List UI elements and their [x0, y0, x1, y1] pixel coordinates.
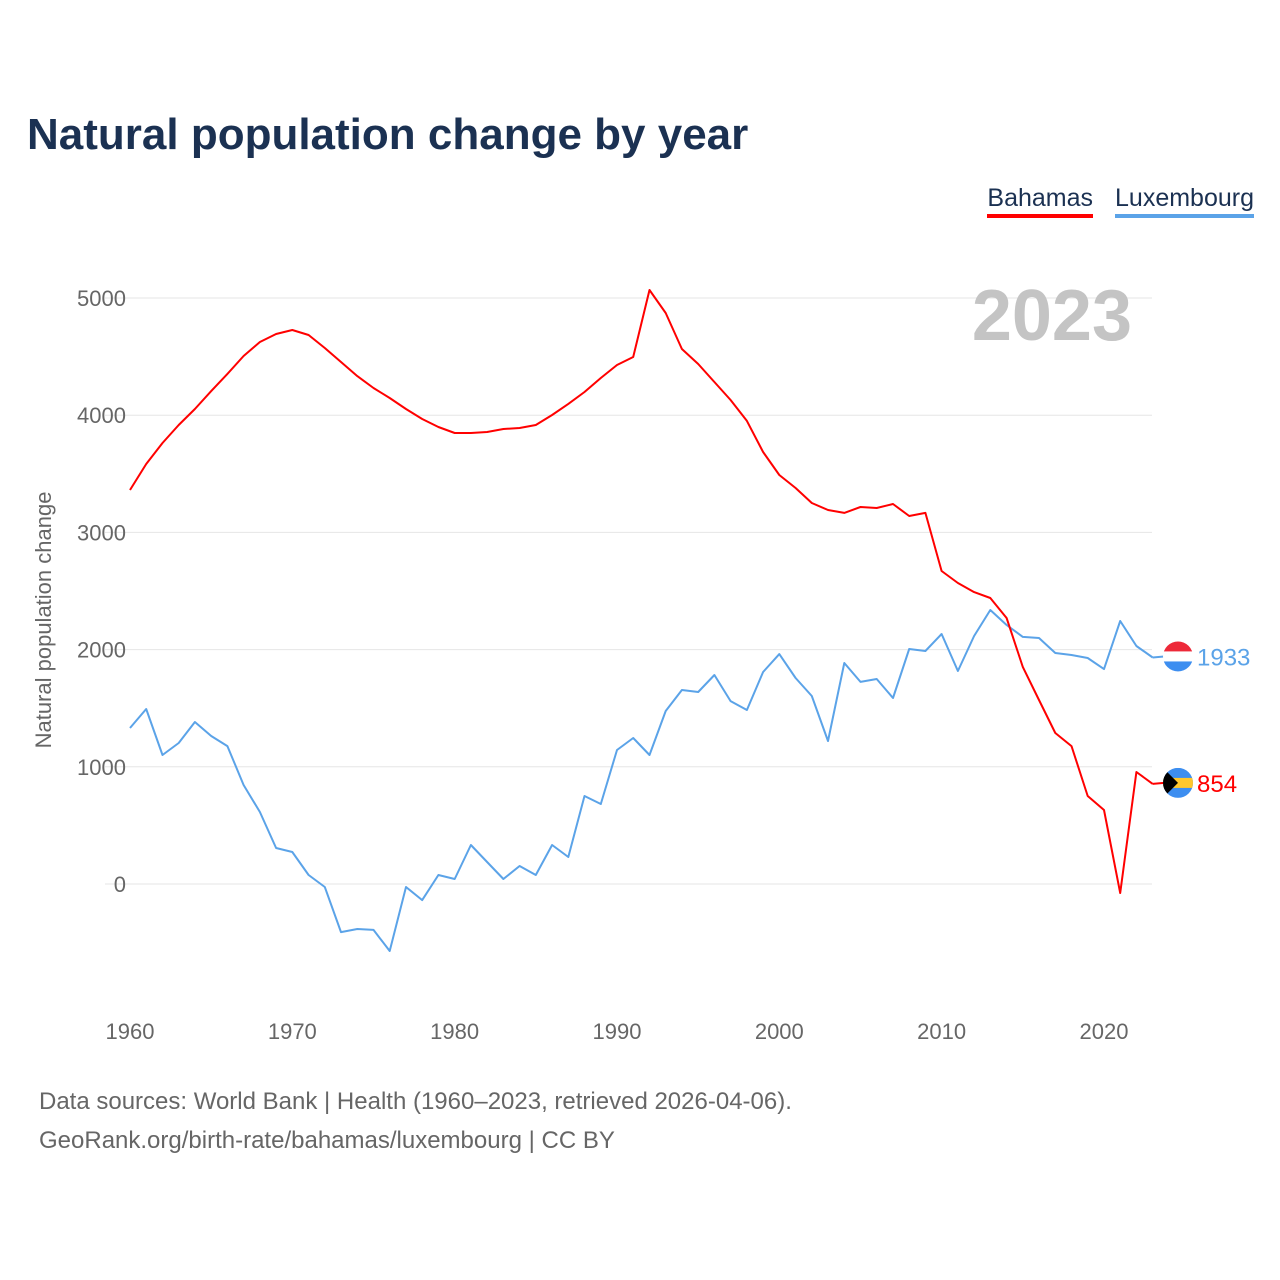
luxembourg-flag-icon	[1163, 641, 1193, 672]
end-connector	[1152, 781, 1165, 785]
footer-link[interactable]: GeoRank.org/birth-rate/bahamas/luxembour…	[39, 1127, 615, 1154]
flag-body	[1163, 767, 1193, 798]
legend: Bahamas Luxembourg	[987, 184, 1254, 218]
series-line-bahamas	[129, 289, 1154, 894]
y-axis-label: Natural population change	[31, 492, 56, 749]
chart-title: Natural population change by year	[27, 110, 749, 159]
legend-luxembourg[interactable]: Luxembourg	[1115, 184, 1254, 218]
bahamas-flag-icon	[1163, 767, 1193, 798]
x-tick-label: 1990	[593, 1019, 642, 1044]
y-tick-label: 4000	[77, 403, 126, 428]
flag-stripe	[1163, 651, 1193, 662]
end-connector	[1152, 655, 1165, 659]
x-tick-label: 1980	[430, 1019, 479, 1044]
y-tick-label: 0	[114, 872, 126, 897]
x-tick-label: 2020	[1080, 1019, 1129, 1044]
end-value-label: 854	[1197, 771, 1237, 798]
footer-source: Data sources: World Bank | Health (1960–…	[39, 1088, 792, 1115]
end-value-label: 1933	[1197, 644, 1250, 671]
x-tick-label: 1960	[106, 1019, 155, 1044]
y-tick-label: 3000	[77, 520, 126, 545]
year-watermark: 2023	[972, 276, 1132, 356]
x-tick-label: 2010	[917, 1019, 966, 1044]
y-tick-label: 2000	[77, 638, 126, 663]
y-tick-label: 5000	[77, 286, 126, 311]
flag-triangle	[1163, 767, 1178, 798]
series-line-luxembourg	[129, 609, 1154, 952]
flag-body	[1163, 641, 1193, 672]
flag-stripe	[1163, 641, 1193, 652]
flag-stripe	[1163, 661, 1193, 672]
y-tick-label: 1000	[77, 755, 126, 780]
legend-bahamas[interactable]: Bahamas	[987, 184, 1094, 218]
x-tick-label: 1970	[268, 1019, 317, 1044]
x-tick-label: 2000	[755, 1019, 804, 1044]
